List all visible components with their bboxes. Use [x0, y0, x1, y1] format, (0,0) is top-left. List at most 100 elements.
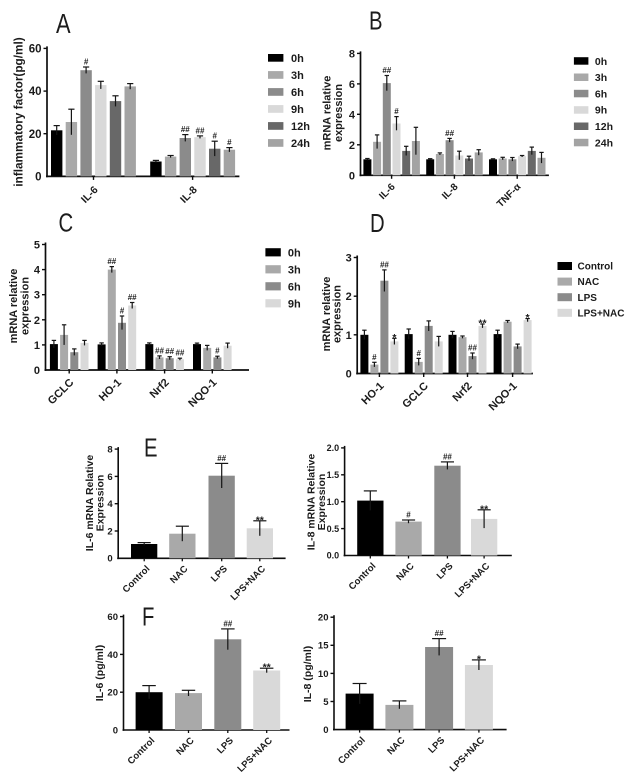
svg-text:40: 40: [107, 650, 118, 661]
svg-text:##: ##: [165, 347, 174, 356]
svg-text:24h: 24h: [291, 138, 310, 150]
svg-text:C: C: [59, 208, 74, 237]
svg-text:#: #: [416, 349, 421, 358]
svg-text:##: ##: [443, 452, 452, 461]
svg-text:0: 0: [113, 725, 118, 736]
svg-text:2: 2: [349, 140, 355, 152]
svg-text:E: E: [144, 433, 158, 462]
svg-text:4: 4: [349, 109, 356, 121]
svg-text:6h: 6h: [291, 87, 304, 99]
svg-text:4: 4: [107, 499, 113, 510]
svg-text:#: #: [372, 353, 377, 362]
svg-text:#: #: [215, 347, 220, 356]
svg-text:D: D: [370, 209, 385, 238]
svg-text:0: 0: [34, 365, 40, 377]
svg-text:##: ##: [107, 257, 116, 266]
svg-text:6: 6: [107, 472, 112, 483]
svg-text:1: 1: [346, 330, 352, 342]
svg-text:*: *: [477, 653, 482, 665]
svg-text:20: 20: [29, 129, 42, 141]
svg-text:expression: expression: [332, 285, 344, 343]
svg-text:0: 0: [35, 172, 41, 184]
svg-text:40: 40: [29, 86, 42, 98]
svg-text:0: 0: [346, 369, 352, 381]
svg-text:8: 8: [107, 445, 112, 456]
svg-text:IL-8 mRNA Relative: IL-8 mRNA Relative: [306, 454, 318, 551]
svg-text:2: 2: [107, 526, 112, 537]
svg-text:60: 60: [107, 612, 118, 623]
svg-text:#: #: [120, 307, 125, 316]
svg-text:3h: 3h: [288, 264, 301, 276]
svg-text:*: *: [526, 312, 531, 324]
svg-text:##: ##: [223, 619, 232, 628]
svg-text:Control: Control: [578, 262, 614, 273]
svg-text:9h: 9h: [291, 104, 304, 116]
svg-text:20: 20: [107, 688, 118, 699]
svg-text:mRNA relative: mRNA relative: [322, 76, 334, 151]
svg-text:LPS+NAC: LPS+NAC: [578, 308, 625, 319]
svg-text:6h: 6h: [595, 88, 607, 100]
svg-text:24h: 24h: [595, 137, 613, 149]
svg-text:1.5: 1.5: [327, 470, 340, 480]
svg-text:#: #: [394, 107, 399, 116]
svg-text:12h: 12h: [291, 121, 310, 133]
svg-text:expression: expression: [20, 277, 32, 335]
svg-text:10: 10: [318, 669, 329, 680]
svg-text:IL-6 mRNA Relative: IL-6 mRNA Relative: [84, 455, 96, 552]
svg-text:F: F: [142, 602, 154, 631]
svg-text:12h: 12h: [595, 121, 613, 133]
svg-text:mRNA relative: mRNA relative: [8, 269, 20, 344]
svg-text:**: **: [263, 662, 272, 674]
svg-text:0: 0: [107, 554, 112, 565]
svg-text:**: **: [480, 503, 489, 515]
svg-text:##: ##: [175, 349, 184, 358]
svg-text:0: 0: [323, 725, 328, 736]
svg-text:IL-8 (pg/ml): IL-8 (pg/ml): [302, 646, 314, 703]
svg-text:0.0: 0.0: [327, 551, 340, 561]
svg-text:5: 5: [34, 240, 40, 252]
svg-text:15: 15: [318, 641, 329, 652]
svg-text:Expression: Expression: [95, 475, 107, 532]
svg-text:A: A: [56, 8, 71, 39]
svg-text:##: ##: [155, 346, 164, 355]
svg-text:3: 3: [346, 253, 352, 265]
svg-text:9h: 9h: [595, 105, 607, 117]
svg-text:**: **: [256, 514, 265, 526]
svg-text:##: ##: [380, 260, 389, 269]
svg-text:0h: 0h: [291, 53, 304, 65]
svg-text:#: #: [212, 132, 217, 141]
svg-text:#: #: [406, 511, 411, 520]
svg-text:##: ##: [468, 344, 477, 353]
svg-text:20: 20: [318, 613, 329, 624]
svg-text:#: #: [84, 58, 89, 67]
svg-text:0h: 0h: [595, 56, 607, 68]
svg-text:##: ##: [196, 126, 205, 135]
svg-text:Expression: Expression: [316, 474, 328, 531]
svg-text:6: 6: [349, 79, 355, 91]
svg-text:##: ##: [445, 129, 454, 138]
svg-text:0: 0: [349, 170, 355, 182]
svg-text:0.5: 0.5: [327, 524, 340, 534]
svg-text:2: 2: [34, 315, 40, 327]
svg-text:1: 1: [34, 340, 40, 352]
svg-text:IL-6 (pg/ml): IL-6 (pg/ml): [94, 645, 106, 702]
svg-text:mRNA relative: mRNA relative: [321, 277, 333, 352]
svg-text:4: 4: [34, 265, 41, 277]
svg-text:6h: 6h: [288, 281, 301, 293]
svg-text:**: **: [478, 318, 487, 330]
svg-text:1.0: 1.0: [327, 497, 340, 507]
svg-text:NAC: NAC: [578, 277, 600, 288]
svg-text:0h: 0h: [288, 247, 301, 259]
svg-text:2: 2: [346, 291, 352, 303]
svg-text:LPS: LPS: [578, 293, 598, 304]
svg-text:##: ##: [217, 454, 226, 463]
svg-text:2.0: 2.0: [327, 443, 340, 453]
svg-text:9h: 9h: [288, 298, 301, 310]
svg-text:3: 3: [34, 290, 40, 302]
svg-text:##: ##: [181, 125, 190, 134]
svg-text:3h: 3h: [595, 72, 607, 84]
svg-text:##: ##: [435, 629, 444, 638]
svg-text:*: *: [392, 332, 397, 344]
svg-text:3h: 3h: [291, 70, 304, 82]
svg-text:5: 5: [323, 697, 329, 708]
